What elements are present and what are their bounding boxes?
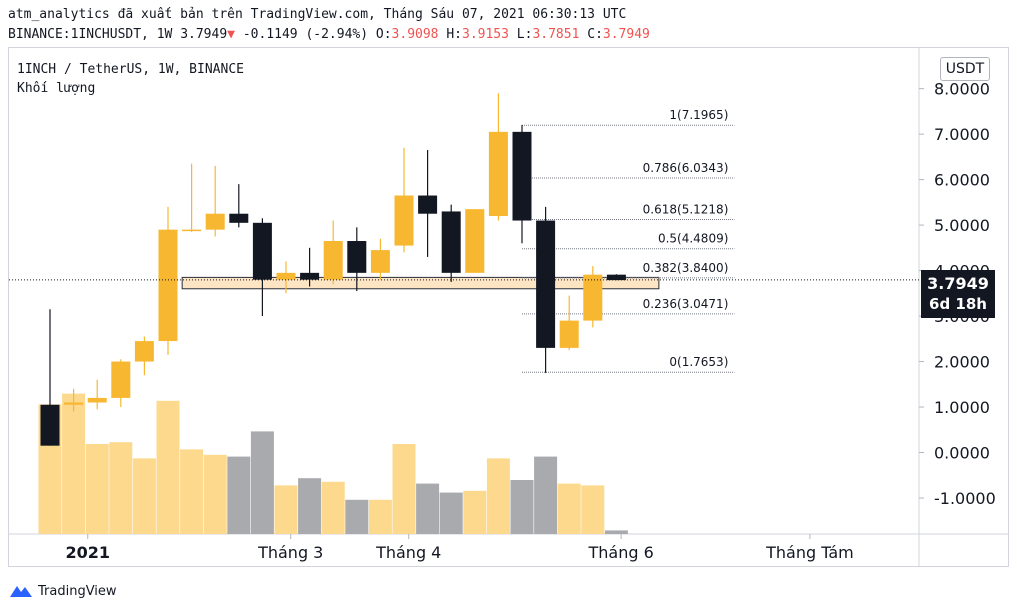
volume-bar xyxy=(557,483,581,534)
volume-bar xyxy=(321,481,345,534)
x-tick-label: Tháng 3 xyxy=(257,543,323,562)
candle-body xyxy=(418,195,438,214)
volume-bar xyxy=(439,492,463,534)
x-tick-label: Tháng Tám xyxy=(765,543,854,562)
candle-body xyxy=(441,211,461,273)
candle-body xyxy=(536,220,556,348)
currency-button[interactable]: USDT xyxy=(940,57,990,81)
candle-body xyxy=(465,209,485,273)
open-value: 3.9098 xyxy=(391,27,439,42)
low-label: L: xyxy=(516,27,533,42)
candle-body xyxy=(512,131,532,221)
fib-level-label: 0(1.7653) xyxy=(669,355,728,369)
volume-bar xyxy=(250,431,274,534)
tradingview-footer[interactable]: TradingView xyxy=(8,583,117,599)
bar-countdown: 6d 18h xyxy=(929,295,987,313)
candle-body xyxy=(252,222,272,280)
volume-bar xyxy=(463,490,487,534)
tradingview-logo-icon xyxy=(10,586,32,597)
fib-level-label: 0.236(3.0471) xyxy=(643,297,729,311)
candle-body xyxy=(370,250,390,273)
fib-level-label: 0.618(5.1218) xyxy=(643,203,729,217)
candle-body xyxy=(40,404,60,446)
candle-body xyxy=(488,131,508,216)
open-label: O: xyxy=(375,27,392,42)
chart-legend-title: 1INCH / TetherUS, 1W, BINANCE xyxy=(17,62,244,77)
x-tick-label: 2021 xyxy=(65,543,110,562)
y-tick-label: 0.0000 xyxy=(934,444,990,463)
high-label: H: xyxy=(446,27,462,42)
fib-level-label: 0.382(3.8400) xyxy=(643,261,729,275)
volume-bar xyxy=(581,485,605,534)
volume-bar xyxy=(62,393,86,534)
x-tick-label: Tháng 4 xyxy=(375,543,441,562)
volume-bar xyxy=(416,483,440,534)
fib-level-label: 1(7.1965) xyxy=(669,108,728,122)
candle-body xyxy=(347,241,367,273)
candle-body xyxy=(182,229,202,232)
candle-body xyxy=(111,361,131,398)
volume-bar xyxy=(156,400,180,534)
candle-body xyxy=(64,402,84,405)
y-tick-label: 1.0000 xyxy=(934,398,990,417)
last-price: 3.7949 xyxy=(180,27,228,42)
volume-bar xyxy=(510,480,534,534)
volume-bar xyxy=(109,442,133,534)
high-value: 3.9153 xyxy=(462,27,509,42)
volume-bar xyxy=(180,449,204,534)
y-tick-label: 8.0000 xyxy=(934,80,990,99)
candle-body xyxy=(229,213,249,223)
y-tick-label: 2.0000 xyxy=(934,353,990,372)
fib-level-label: 0.5(4.4809) xyxy=(658,232,728,246)
ohlc-line: BINANCE:1INCHUSDT, 1W 3.7949▼ -0.1149 (-… xyxy=(8,27,650,42)
current-price-value: 3.7949 xyxy=(927,274,989,293)
symbol-label: BINANCE:1INCHUSDT, 1W xyxy=(8,27,173,42)
fib-level-label: 0.786(6.0343) xyxy=(643,161,729,175)
x-tick-label: Tháng 6 xyxy=(587,543,653,562)
y-tick-label: 7.0000 xyxy=(934,125,990,144)
close-label: C: xyxy=(587,27,603,42)
volume-bar xyxy=(486,458,510,534)
volume-bar xyxy=(132,458,156,534)
candle-body xyxy=(583,274,603,321)
candle-body xyxy=(87,397,107,403)
volume-bar xyxy=(604,530,628,534)
volume-bar xyxy=(392,444,416,534)
candle-body xyxy=(158,229,178,342)
down-arrow-icon: ▼ xyxy=(227,27,235,42)
volume-bar xyxy=(85,444,109,534)
candle-body xyxy=(559,320,579,348)
candle-body xyxy=(205,213,225,230)
low-value: 3.7851 xyxy=(532,27,580,42)
volume-bar xyxy=(274,485,298,534)
change-value: -0.1149 (-2.94%) xyxy=(242,27,369,42)
volume-bar xyxy=(345,499,369,534)
tradingview-brand: TradingView xyxy=(38,583,117,599)
candle-body xyxy=(394,195,414,246)
candle-body xyxy=(276,272,296,280)
y-tick-label: 5.0000 xyxy=(934,216,990,235)
volume-legend: Khối lượng xyxy=(17,81,96,96)
candle-body xyxy=(606,274,626,281)
candle-body xyxy=(134,341,154,362)
volume-bar xyxy=(227,456,251,534)
volume-bar xyxy=(298,478,322,534)
support-zone xyxy=(181,276,660,290)
candle-body xyxy=(323,241,343,280)
current-price-tag: 3.7949 6d 18h xyxy=(921,270,995,318)
publish-line: atm_analytics đã xuất bản trên TradingVi… xyxy=(8,7,627,22)
chart-frame xyxy=(8,47,1009,567)
y-tick-label: -1.0000 xyxy=(934,489,996,508)
close-value: 3.7949 xyxy=(602,27,650,42)
volume-bar xyxy=(203,454,227,534)
volume-bar xyxy=(368,499,392,534)
volume-bar xyxy=(534,456,558,534)
candle-body xyxy=(300,272,320,280)
y-tick-label: 6.0000 xyxy=(934,171,990,190)
